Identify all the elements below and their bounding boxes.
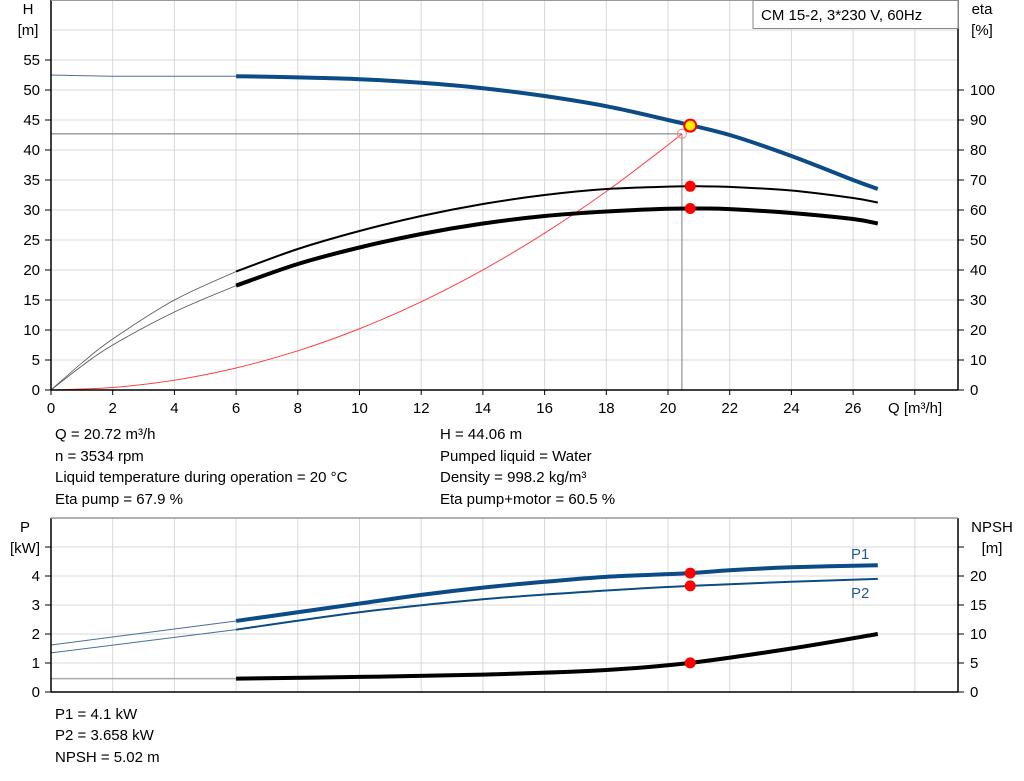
y-tick-label: 20 [23, 262, 40, 279]
y2-tick-label: 60 [970, 202, 987, 219]
x-tick-label: 6 [232, 400, 240, 417]
y-axis-unit: [m] [18, 22, 39, 39]
y-tick-label: 50 [23, 82, 40, 99]
x-tick-label: 2 [109, 400, 117, 417]
y-tick-label: 35 [23, 172, 40, 189]
NPSH-curve [236, 632, 879, 681]
x-tick-label: 26 [845, 400, 862, 417]
y2-tick-label: 40 [970, 262, 987, 279]
power-tick-label: 4 [32, 568, 40, 585]
x-tick-label: 10 [351, 400, 368, 417]
y-tick-label: 40 [23, 142, 40, 159]
npsh-tick-label: 10 [970, 626, 987, 643]
x-tick-label: 20 [660, 400, 677, 417]
p1-series-label: P1 [851, 546, 869, 563]
x-tick-label: 18 [598, 400, 615, 417]
top-curves [50, 74, 879, 391]
P2-curve [235, 577, 878, 631]
P2-curve-extrapolated [50, 629, 237, 654]
eta-duty-point [684, 180, 696, 192]
npsh-tick-label: 20 [970, 568, 987, 585]
power-tick-label: 0 [32, 684, 40, 701]
system-curve-end-marker [676, 128, 687, 139]
info-speed: n = 3534 rpm [55, 448, 144, 465]
info-top: Q = 20.72 m³/h n = 3534 rpm Liquid tempe… [55, 426, 615, 508]
info-p2: P2 = 3.658 kW [55, 727, 155, 744]
x-tick-label: 12 [413, 400, 430, 417]
y-tick-label: 10 [23, 322, 40, 339]
info-p1: P1 = 4.1 kW [55, 706, 138, 723]
power-duty-point [684, 657, 696, 669]
info-bottom: P1 = 4.1 kW P2 = 3.658 kW NPSH = 5.02 m [55, 706, 160, 766]
info-npsh: NPSH = 5.02 m [55, 749, 160, 766]
y-tick-label: 45 [23, 112, 40, 129]
y2-tick-label: 20 [970, 322, 987, 339]
power-duty-point [684, 580, 696, 592]
x-tick-label: 4 [170, 400, 178, 417]
y2-tick-label: 90 [970, 112, 987, 129]
x-tick-label: 0 [47, 400, 55, 417]
pump-title-box [752, 0, 959, 29]
y-tick-label: 0 [32, 382, 40, 399]
y2-tick-label: 50 [970, 232, 987, 249]
p2-series-label: P2 [851, 585, 869, 602]
power-duty-point [684, 567, 696, 579]
x-tick-label: 14 [475, 400, 492, 417]
x-tick-label: 22 [721, 400, 738, 417]
P1-curve-extrapolated [50, 620, 237, 646]
y2-tick-label: 0 [970, 382, 978, 399]
y2-tick-label: 30 [970, 292, 987, 309]
y-tick-label: 5 [32, 352, 40, 369]
eta_pump-curve-extrapolated [50, 271, 237, 391]
info-eta-pump: Eta pump = 67.9 % [55, 491, 183, 508]
info-liquid: Pumped liquid = Water [440, 448, 592, 465]
eta_total-curve-extrapolated [50, 285, 237, 391]
x-tick-label: 8 [294, 400, 302, 417]
y2-tick-label: 10 [970, 352, 987, 369]
power-tick-label: 3 [32, 597, 40, 614]
y2-tick-label: 100 [970, 82, 995, 99]
info-density: Density = 998.2 kg/m³ [440, 469, 586, 486]
pump-title: CM 15-2, 3*230 V, 60Hz [761, 7, 922, 24]
y2-axis-unit: [%] [971, 22, 993, 39]
y-tick-label: 55 [23, 52, 40, 69]
info-temperature: Liquid temperature during operation = 20… [55, 469, 348, 486]
top-grid [51, 0, 958, 390]
info-flow: Q = 20.72 m³/h [55, 426, 155, 443]
npsh-axis-label: NPSH [971, 519, 1013, 536]
head-curve [236, 74, 879, 191]
P1-curve [235, 563, 878, 623]
y2-tick-label: 80 [970, 142, 987, 159]
bottom-grid [51, 517, 958, 692]
bottom-curves [50, 563, 879, 681]
head-curve-extrapolated [50, 74, 237, 77]
axes: 0 2 4 6 8 10 12 14 16 18 20 22 24 2605101520253035404… [23, 0, 995, 701]
power-tick-label: 2 [32, 626, 40, 643]
npsh-axis-unit: [m] [982, 540, 1003, 557]
eta_total-curve [235, 206, 879, 288]
operating-point [683, 118, 698, 133]
npsh-tick-label: 15 [970, 597, 987, 614]
y-tick-label: 15 [23, 292, 40, 309]
system-curve [50, 133, 683, 391]
info-head: H = 44.06 m [440, 426, 522, 443]
y-axis-label: H [23, 1, 34, 18]
y-tick-label: 25 [23, 232, 40, 249]
y2-tick-label: 70 [970, 172, 987, 189]
y2-axis-label: eta [972, 1, 994, 18]
power-axis-unit: [kW] [10, 540, 40, 557]
power-axis-label: P [20, 519, 30, 536]
power-tick-label: 1 [32, 655, 40, 672]
y-tick-label: 30 [23, 202, 40, 219]
eta_pump-curve [235, 185, 878, 273]
x-tick-label: 24 [783, 400, 800, 417]
eta-duty-point [684, 203, 696, 214]
info-eta-total: Eta pump+motor = 60.5 % [440, 491, 615, 508]
x-axis-label: Q [m³/h] [888, 400, 942, 417]
npsh-tick-label: 0 [970, 684, 978, 701]
x-tick-label: 16 [536, 400, 553, 417]
npsh-tick-label: 5 [970, 655, 978, 672]
